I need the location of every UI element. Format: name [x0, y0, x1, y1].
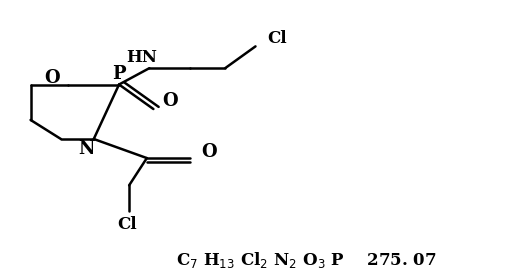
Text: Cl: Cl	[117, 216, 136, 233]
Text: N: N	[78, 140, 95, 158]
Text: O: O	[162, 92, 177, 110]
Text: C$_7$ H$_{13}$ Cl$_2$ N$_2$ O$_3$ P    275. 07: C$_7$ H$_{13}$ Cl$_2$ N$_2$ O$_3$ P 275.…	[176, 250, 436, 270]
Text: O: O	[44, 69, 60, 87]
Text: Cl: Cl	[267, 30, 287, 47]
Text: P: P	[112, 64, 126, 83]
Text: O: O	[201, 143, 217, 161]
Text: HN: HN	[126, 49, 157, 66]
